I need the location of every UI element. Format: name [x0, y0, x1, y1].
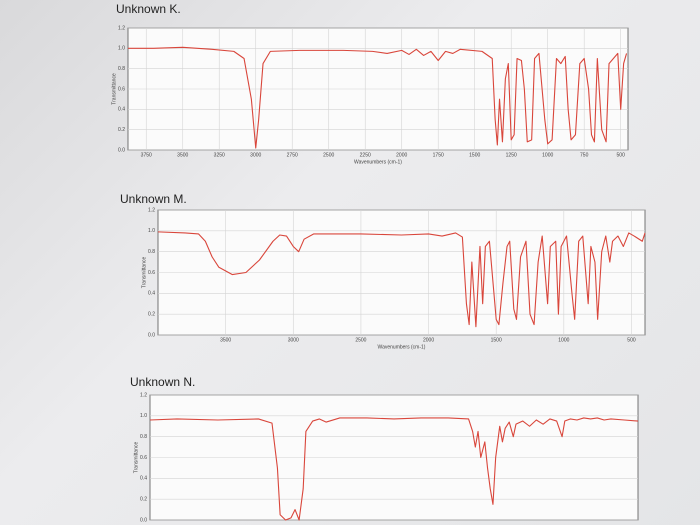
x-tick-label: 3500 [220, 337, 231, 343]
y-tick-label: 0.6 [148, 270, 155, 276]
x-tick-label: 3000 [250, 152, 261, 158]
y-axis-label: Transmittance [111, 73, 117, 105]
x-tick-label: 2000 [423, 337, 434, 343]
spectrum-chart: Unknown K. 0.0 0.2 0.4 0.6 0.8 1.0 1.2 3750 3500 3… [111, 2, 629, 165]
x-tick-label: 1500 [469, 152, 480, 158]
x-axis-label: Wavenumbers (cm-1) [378, 344, 426, 350]
y-tick-label: 1.2 [118, 25, 125, 31]
y-tick-label: 0.2 [140, 496, 147, 502]
y-tick-label: 0.4 [148, 291, 155, 297]
y-axis-label: Transmittance [133, 442, 139, 474]
x-tick-label: 2000 [396, 152, 407, 158]
y-tick-label: 0.0 [148, 332, 155, 338]
y-tick-label: 1.2 [140, 392, 147, 398]
spectrum-line [149, 417, 639, 521]
chart-title: Unknown M. [120, 192, 187, 206]
x-tick-label: 500 [617, 152, 626, 158]
x-tick-label: 1750 [433, 152, 444, 158]
x-tick-label: 2250 [360, 152, 371, 158]
x-tick-label: 1000 [558, 337, 569, 343]
y-tick-label: 0.2 [118, 127, 125, 133]
y-tick-label: 1.0 [118, 46, 125, 52]
chart-title: Unknown N. [130, 375, 195, 389]
x-tick-label: 500 [627, 337, 636, 343]
x-tick-label: 3500 [177, 152, 188, 158]
y-tick-label: 0.8 [148, 249, 155, 255]
y-tick-label: 0.8 [140, 434, 147, 440]
x-axis-label: Wavenumbers (cm-1) [354, 159, 402, 165]
x-tick-label: 3250 [214, 152, 225, 158]
x-tick-label: 3750 [141, 152, 152, 158]
y-axis-label: Transmittance [141, 257, 147, 289]
y-tick-label: 1.2 [148, 207, 155, 213]
chart-title: Unknown K. [116, 2, 181, 16]
spectrum-line [128, 46, 628, 149]
x-tick-label: 3000 [288, 337, 299, 343]
y-tick-label: 0.4 [140, 476, 147, 482]
y-tick-label: 0.2 [148, 311, 155, 317]
y-tick-label: 0.6 [118, 86, 125, 92]
spectrum-line [157, 231, 646, 328]
y-tick-label: 0.6 [140, 455, 147, 461]
x-tick-label: 2750 [287, 152, 298, 158]
y-tick-label: 0.0 [118, 147, 125, 153]
x-tick-label: 2500 [355, 337, 366, 343]
x-tick-label: 1500 [491, 337, 502, 343]
x-tick-label: 2500 [323, 152, 334, 158]
spectrum-chart: Unknown N. 0.0 0.2 0.4 0.6 0.8 1.0 1.2 Transmitt… [130, 375, 639, 523]
y-tick-label: 0.8 [118, 66, 125, 72]
y-tick-label: 0.0 [140, 517, 147, 523]
y-tick-label: 1.0 [148, 228, 155, 234]
y-tick-label: 1.0 [140, 413, 147, 419]
x-tick-label: 1250 [506, 152, 517, 158]
x-tick-label: 750 [580, 152, 589, 158]
y-tick-label: 0.4 [118, 107, 125, 113]
x-tick-label: 1000 [542, 152, 553, 158]
spectrum-chart: Unknown M. 0.0 0.2 0.4 0.6 0.8 1.0 1.2 3500 3000 2… [120, 192, 646, 350]
